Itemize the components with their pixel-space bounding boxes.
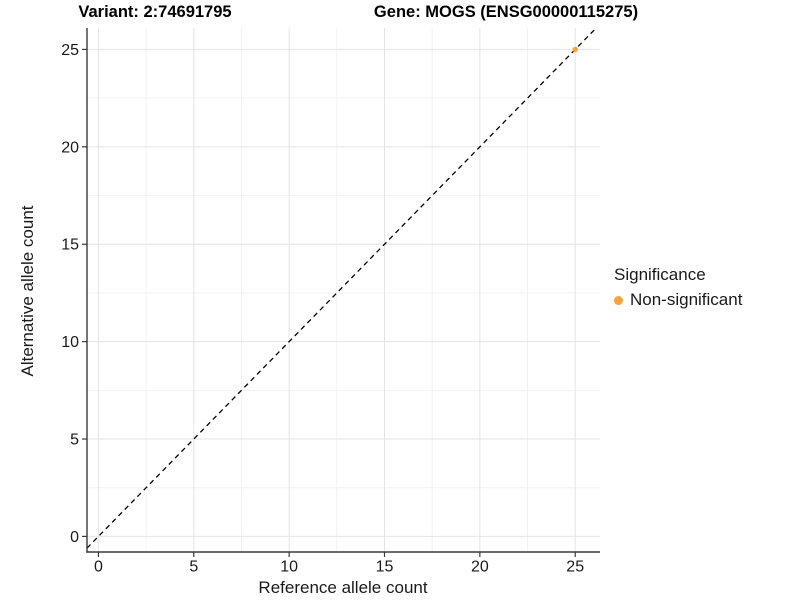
data-point — [572, 46, 578, 53]
y-tick-label: 25 — [61, 42, 79, 59]
x-tick-label: 15 — [376, 559, 394, 576]
legend-entry: Non-significant — [614, 290, 742, 310]
y-axis-title: Alternative allele count — [18, 205, 37, 377]
legend-title: Significance — [614, 265, 706, 284]
legend: Significance Non-significant — [614, 265, 742, 310]
y-tick-label: 10 — [61, 334, 79, 351]
legend-point-icon — [614, 295, 623, 305]
y-tick-label: 15 — [61, 237, 79, 254]
y-tick-label: 5 — [70, 432, 79, 449]
legend-entry-label: Non-significant — [630, 290, 743, 309]
x-tick-label: 25 — [566, 559, 584, 576]
x-axis-title: Reference allele count — [258, 578, 428, 597]
identity-line — [87, 28, 598, 549]
x-tick-label: 0 — [94, 559, 103, 576]
x-tick-label: 20 — [471, 559, 489, 576]
y-tick-label: 20 — [61, 139, 79, 156]
x-tick-label: 10 — [280, 559, 298, 576]
gene-title: Gene: MOGS (ENSG00000115275) — [373, 3, 639, 21]
y-tick-label: 0 — [70, 529, 79, 546]
variant-title: Variant: 2:74691795 — [78, 3, 232, 21]
x-tick-label: 5 — [189, 559, 198, 576]
